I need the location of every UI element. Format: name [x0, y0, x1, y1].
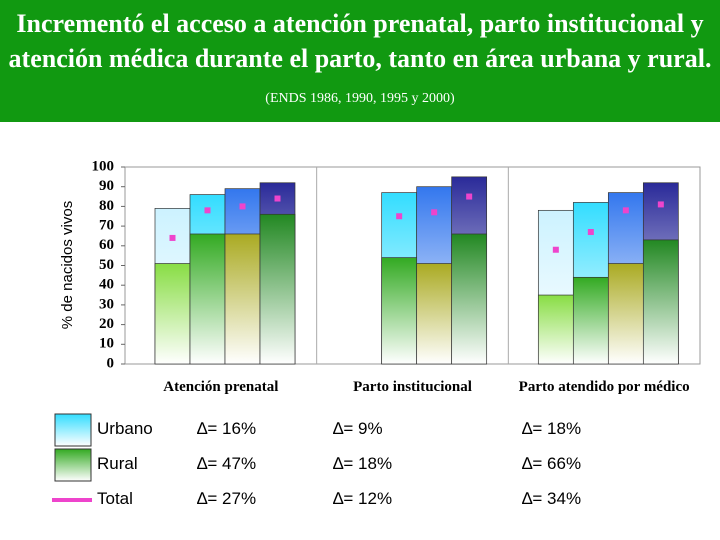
total-marker [431, 209, 438, 216]
delta-label: ∆= 9% [333, 419, 383, 438]
legend-label: Rural [97, 454, 138, 473]
bar [642, 239, 679, 365]
y-tick-label: 20 [99, 316, 114, 332]
total-marker [274, 195, 281, 202]
delta-label: ∆= 47% [197, 454, 257, 473]
bar [381, 257, 418, 365]
x-tick-label: Atención prenatal [163, 379, 279, 395]
bar [416, 263, 453, 365]
legend-swatch [54, 413, 92, 447]
delta-label: ∆= 16% [197, 419, 257, 438]
total-marker [657, 201, 664, 208]
x-tick-label: Parto institucional [353, 379, 472, 395]
delta-label: ∆= 66% [522, 454, 582, 473]
bar [154, 263, 191, 365]
total-marker [204, 207, 211, 214]
x-tick-label: Parto atendido por médico [518, 379, 690, 395]
legend-label: Urbano [97, 419, 153, 438]
delta-label: ∆= 12% [333, 489, 393, 508]
bar [572, 276, 609, 365]
total-marker [552, 246, 559, 253]
total-marker [396, 213, 403, 220]
y-tick-label: 40 [99, 277, 114, 293]
bar [537, 294, 574, 365]
y-tick-label: 80 [99, 198, 114, 214]
y-tick-label: 100 [92, 158, 115, 174]
y-axis-label: % de nacidos vivos [59, 201, 76, 329]
y-tick-label: 0 [107, 355, 115, 371]
subtitle: (ENDS 1986, 1990, 1995 y 2000) [265, 91, 455, 106]
legend-swatch [54, 448, 92, 482]
y-tick-label: 60 [99, 237, 114, 253]
total-marker [466, 193, 473, 200]
delta-label: ∆= 27% [197, 489, 257, 508]
total-marker [169, 234, 176, 241]
delta-label: ∆= 18% [522, 419, 582, 438]
total-marker [622, 207, 629, 214]
total-marker [587, 229, 594, 236]
y-tick-label: 10 [99, 336, 114, 352]
y-tick-label: 50 [99, 257, 114, 273]
delta-label: ∆= 34% [522, 489, 582, 508]
delta-label: ∆= 18% [333, 454, 393, 473]
bar [224, 233, 261, 365]
title-band: Incrementó el acceso a atención prenatal… [0, 0, 720, 122]
bar [259, 213, 296, 365]
y-tick-label: 30 [99, 296, 114, 312]
y-tick-label: 70 [99, 218, 114, 234]
bar [189, 233, 226, 365]
legend-label: Total [97, 489, 133, 508]
chart-title: Incrementó el acceso a atención prenatal… [8, 9, 712, 73]
bar [451, 233, 488, 365]
bar [607, 263, 644, 365]
y-tick-label: 90 [99, 178, 114, 194]
total-marker [239, 203, 246, 210]
